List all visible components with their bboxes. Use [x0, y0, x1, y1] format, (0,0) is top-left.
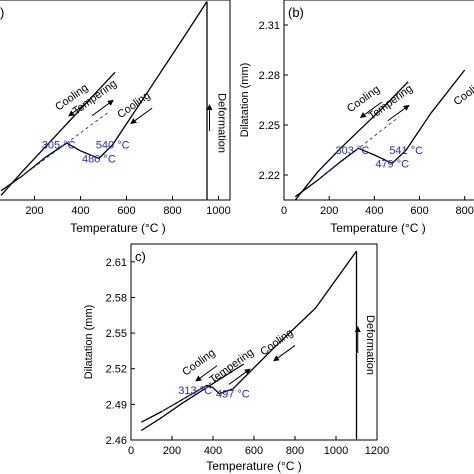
panel-b-annotation: 479 °C — [375, 158, 409, 170]
panel-c-guides — [161, 368, 236, 412]
panel-a-xticks: 200 400 600 800 1000 — [25, 196, 231, 217]
panel-b-direction-arrow — [387, 104, 410, 122]
panel-a-xtick-label: 600 — [117, 205, 135, 217]
panel-b-curves — [294, 69, 466, 201]
panel-c-xticks: 0 200 400 600 800 1000 1200 — [128, 436, 389, 457]
panel-b-xtick-label: 0 — [281, 205, 287, 217]
panel-c-yticks: 2.46 2.49 2.52 2.55 2.58 2.61 — [106, 257, 135, 447]
panel-c-cooling-curve — [140, 363, 245, 432]
panel-b-frame — [283, 0, 474, 201]
panel-c-annotation: 313 °C — [178, 385, 212, 397]
panel-c-annotation: Deformation — [364, 315, 376, 375]
panel-b-xtick-label: 800 — [456, 205, 474, 217]
panel-a-annotation: Deformation — [216, 93, 228, 153]
panel-a-cooling-curve — [0, 71, 116, 196]
panel-a-direction-arrow — [130, 107, 153, 125]
panel-c-ytick-label: 2.49 — [106, 399, 127, 411]
panel-c-xtick-label: 0 — [128, 445, 134, 457]
panel-c: c) Dilatation (mm) 2.462.492.522.552.582… — [83, 243, 389, 473]
panel-a-direction-arrow — [91, 99, 114, 117]
panel-a-xlabel: Temperature (°C ) — [70, 221, 166, 235]
panel-a-curves — [0, 1, 208, 200]
panel-b-direction-arrow — [359, 101, 383, 118]
panel-a-xtick-label: 1000 — [206, 205, 230, 217]
panel-c-ylabel: Dilatation (mm) — [83, 305, 95, 380]
panel-a-direction-arrow — [68, 100, 91, 117]
panel-c-annotation: 497 °C — [216, 389, 250, 401]
panel-c-annotation: Tempering — [207, 346, 256, 386]
panel-c-direction-arrow — [195, 365, 218, 382]
panel-b-guides — [317, 116, 400, 181]
panel-c-ytick-label: 2.61 — [106, 257, 127, 269]
panel-a-frame — [0, 0, 231, 201]
panel-c-annotation: Cooling — [258, 327, 295, 359]
panel-a-xtick-label: 400 — [71, 205, 89, 217]
panel-b-ytick-label: 2.31 — [259, 20, 280, 32]
panel-c-direction-arrow — [228, 368, 251, 385]
panel-c-xlabel: Temperature (°C ) — [206, 459, 302, 473]
panel-c-xtick-label: 1000 — [324, 445, 348, 457]
panel-c-xtick-label: 400 — [204, 445, 222, 457]
panel-c-xtick-label: 600 — [245, 445, 263, 457]
panel-a-xtick-label: 800 — [163, 205, 181, 217]
panel-a-label: ) — [0, 5, 4, 20]
panel-b-xticks: 0 200 400 600 800 — [281, 196, 474, 217]
panel-c-ytick-label: 2.52 — [106, 364, 127, 376]
panel-b-xtick-label: 600 — [410, 205, 428, 217]
panel-a-xtick-label: 200 — [25, 205, 43, 217]
panel-b-annotation: Cooli — [452, 84, 474, 108]
panel-b-ytick-label: 2.22 — [259, 170, 280, 182]
panel-b-ytick-label: 2.28 — [259, 70, 280, 82]
panel-c-ytick-label: 2.58 — [106, 292, 127, 304]
panel-a-annotation: 540 °C — [96, 140, 130, 152]
panel-b-tangent-guide — [317, 116, 400, 181]
panel-c-xtick-label: 200 — [163, 445, 181, 457]
panel-a-annotation: 480 °C — [82, 153, 116, 165]
panel-b-ytick-label: 2.25 — [259, 120, 280, 132]
panel-b-annotation: 303 °C — [336, 145, 370, 157]
panel-a-heating-curve — [0, 1, 208, 192]
panel-c-tangent-guide — [161, 368, 236, 412]
panel-b-xtick-label: 400 — [365, 205, 383, 217]
panel-b-label: (b) — [288, 5, 304, 20]
panel-c-ytick-label: 2.55 — [106, 328, 127, 340]
panel-c-xtick-label: 1200 — [365, 445, 389, 457]
panel-a-annotation: Cooling — [115, 89, 152, 121]
panel-c-curves — [140, 250, 358, 440]
panel-b-xlabel: Temperature (°C ) — [330, 221, 426, 235]
panel-c-xtick-label: 800 — [286, 445, 304, 457]
panel-b: (b) Dilatation (mm) 2.22 2.25 2.28 2.31 0 20… — [239, 0, 474, 235]
panel-a-annotation: 305 °C — [42, 140, 76, 152]
panel-b-annotation: 541 °C — [389, 145, 423, 157]
panel-b-xtick-label: 200 — [320, 205, 338, 217]
panel-b-yticks: 2.22 2.25 2.28 2.31 — [259, 20, 288, 182]
panel-b-ylabel: Dilatation (mm) — [239, 63, 251, 138]
panel-c-direction-arrow — [273, 345, 296, 362]
panel-b-heating-curve — [294, 69, 466, 198]
panel-b-cooling-curve — [294, 81, 409, 201]
panel-c-heating-curve — [140, 250, 358, 423]
panel-c-ytick-label: 2.46 — [106, 435, 127, 447]
panel-c-label: c) — [135, 249, 146, 264]
